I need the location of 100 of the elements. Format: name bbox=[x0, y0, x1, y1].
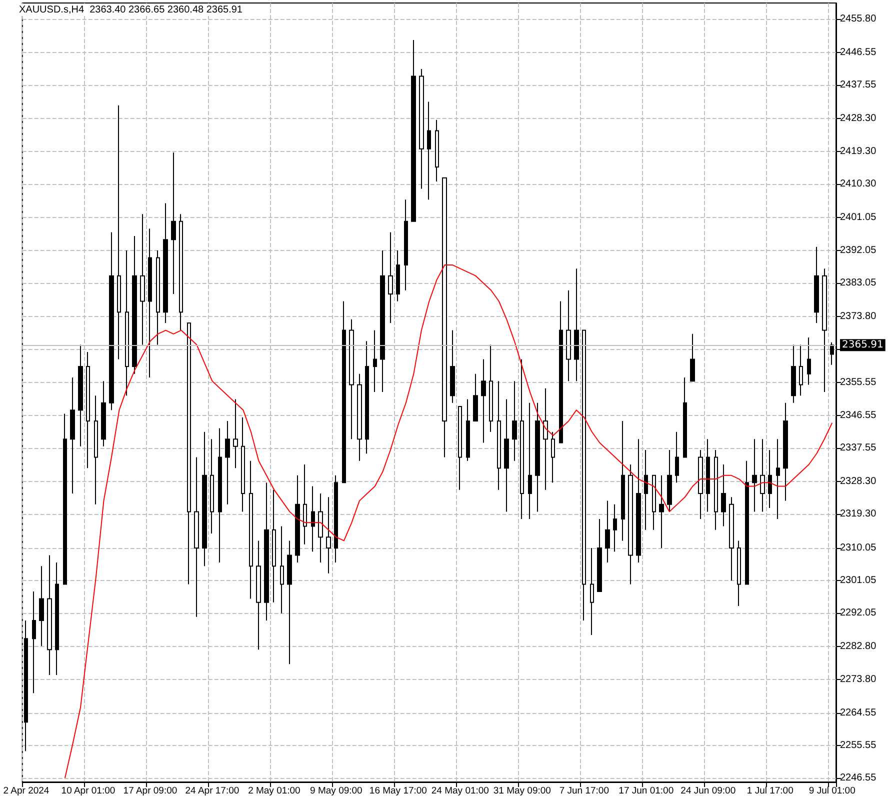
line-series bbox=[64, 264, 833, 779]
candlestick bbox=[605, 500, 610, 563]
y-tick-label: 2328.30 bbox=[840, 476, 877, 488]
candlestick bbox=[659, 474, 664, 548]
candlestick bbox=[628, 464, 633, 585]
candlestick bbox=[729, 496, 734, 582]
y-tick-label: 2401.05 bbox=[840, 212, 877, 224]
candlestick bbox=[373, 330, 377, 392]
candlestick bbox=[613, 504, 617, 552]
candlestick bbox=[442, 177, 447, 458]
candlestick bbox=[24, 620, 28, 752]
candlestick bbox=[303, 464, 307, 545]
candlestick bbox=[783, 402, 788, 502]
candlestick bbox=[233, 398, 238, 469]
candlestick bbox=[466, 398, 470, 462]
candlestick bbox=[101, 380, 106, 447]
x-tick-label: 24 Apr 17:00 bbox=[185, 786, 240, 796]
candlestick bbox=[365, 340, 369, 454]
candlestick bbox=[342, 300, 346, 484]
candlestick bbox=[698, 450, 703, 520]
candlestick bbox=[280, 526, 284, 614]
x-tick-label: 16 May 17:00 bbox=[369, 786, 427, 796]
y-tick-label: 2419.30 bbox=[840, 146, 877, 157]
candlestick bbox=[396, 250, 400, 302]
candlestick bbox=[458, 406, 462, 490]
x-tick-label: 17 Apr 09:00 bbox=[123, 786, 178, 796]
candlestick bbox=[497, 380, 501, 490]
candlestick bbox=[706, 438, 710, 512]
candlestick bbox=[807, 337, 811, 386]
y-tick-label: 2319.30 bbox=[840, 508, 877, 520]
candlestick bbox=[822, 268, 827, 392]
ref-line-label: 2365.91 bbox=[842, 340, 884, 351]
candlestick bbox=[590, 547, 594, 636]
candlestick bbox=[179, 214, 183, 331]
candlestick bbox=[636, 438, 641, 563]
y-tick-label: 2383.05 bbox=[840, 277, 877, 288]
candlestick bbox=[814, 246, 819, 324]
y-tick-label: 2455.80 bbox=[840, 13, 877, 24]
x-tick-label: 24 May 01:00 bbox=[431, 786, 489, 796]
y-tick-label: 2373.80 bbox=[840, 310, 877, 322]
candlestick bbox=[249, 460, 253, 600]
candlestick bbox=[411, 40, 416, 222]
x-tick-label: 24 Jun 09:00 bbox=[680, 786, 736, 796]
candlestick bbox=[435, 119, 439, 182]
candlestick bbox=[94, 395, 98, 505]
candlestick bbox=[683, 376, 687, 458]
x-tick-label: 9 May 09:00 bbox=[310, 786, 362, 796]
candlestick bbox=[582, 330, 586, 622]
y-tick-label: 2301.05 bbox=[840, 574, 877, 586]
candlestick bbox=[218, 428, 222, 563]
candlestick bbox=[799, 344, 803, 396]
y-tick-label: 2310.05 bbox=[840, 542, 877, 554]
candlestick bbox=[132, 235, 137, 374]
candlestick bbox=[140, 214, 145, 346]
candlestick bbox=[675, 431, 679, 484]
candlestick bbox=[125, 250, 129, 396]
candlestick bbox=[745, 460, 749, 585]
candlestick bbox=[117, 104, 121, 360]
candlestick bbox=[597, 518, 602, 592]
y-tick-label: 2273.80 bbox=[840, 674, 877, 685]
x-tick-label: 7 Jun 17:00 bbox=[559, 786, 609, 796]
candlestick bbox=[528, 402, 532, 520]
x-tick-label: 10 Apr 01:00 bbox=[61, 786, 116, 796]
candlestick bbox=[543, 388, 548, 490]
candlestick bbox=[357, 373, 362, 462]
candlestick bbox=[388, 232, 393, 324]
candlestick bbox=[404, 199, 408, 291]
candlestick bbox=[63, 413, 67, 585]
candlestick bbox=[171, 152, 176, 294]
candlestick bbox=[295, 474, 300, 563]
x-tick-label: 2 May 01:00 bbox=[248, 786, 300, 796]
candlestick bbox=[86, 352, 90, 469]
y-tick-label: 2282.80 bbox=[840, 641, 877, 652]
y-tick-label: 2346.55 bbox=[840, 410, 877, 421]
candlestick bbox=[768, 450, 772, 509]
candlestick bbox=[690, 333, 695, 382]
x-tick-label: 2 Apr 2024 bbox=[3, 786, 50, 796]
candlestick bbox=[559, 300, 563, 444]
candlestick bbox=[256, 540, 261, 650]
y-tick-label: 2437.55 bbox=[840, 80, 877, 91]
candlestick bbox=[70, 376, 75, 494]
candlestick bbox=[47, 554, 52, 676]
candlestick bbox=[349, 318, 354, 440]
candlestick bbox=[156, 250, 160, 346]
candlestick bbox=[667, 450, 672, 512]
candlestick bbox=[334, 474, 338, 563]
candlestick bbox=[32, 591, 36, 694]
y-tick-label: 2255.55 bbox=[840, 740, 877, 752]
candlestick bbox=[55, 562, 59, 676]
candlestick bbox=[752, 438, 757, 512]
candlestick bbox=[109, 232, 114, 411]
candlestick bbox=[535, 402, 540, 512]
candlestick bbox=[504, 398, 509, 512]
candlestick bbox=[311, 486, 315, 552]
candlestick bbox=[566, 290, 571, 382]
candlestick bbox=[621, 420, 625, 542]
x-tick-label: 9 Jul 01:00 bbox=[808, 786, 856, 796]
candlestick bbox=[225, 420, 230, 505]
candlestick bbox=[776, 438, 780, 520]
candlestick bbox=[287, 540, 292, 665]
